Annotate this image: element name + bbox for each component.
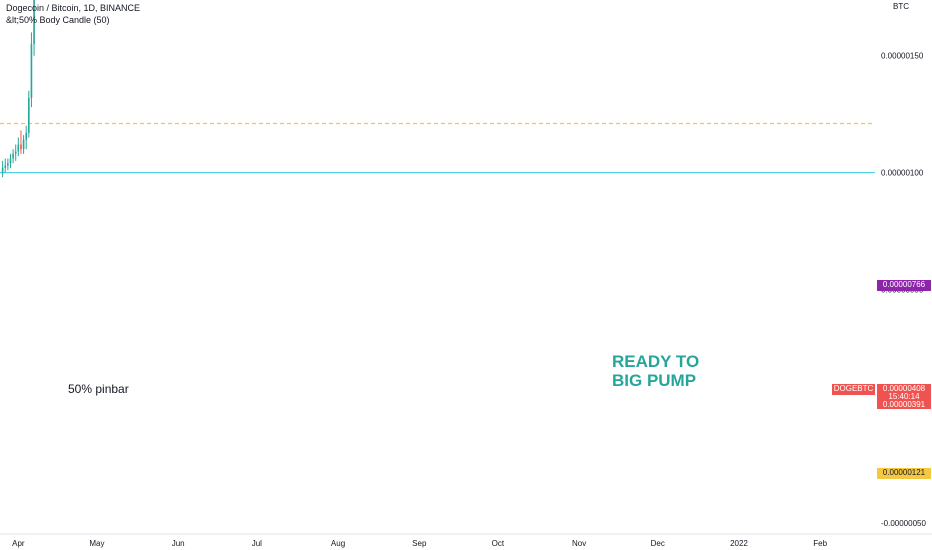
callout-line-1: READY TO [612, 352, 700, 371]
purple-level-tag: 0.00000766 [877, 280, 931, 291]
candle-body [17, 144, 20, 152]
candle-body [33, 0, 35, 45]
time-tick: Aug [331, 539, 345, 548]
last-price: 0.00000408 [882, 384, 926, 393]
candle-body [14, 151, 17, 154]
symbol-tag: DOGEBTC [832, 384, 875, 395]
price-axis-bg [876, 0, 932, 534]
time-axis: Apr May Jun Jul Aug Sep Oct Nov Dec 2022 Feb [12, 539, 828, 548]
yellow-level-tag: 0.00000121 [877, 468, 931, 479]
time-tick: Jul [252, 539, 262, 548]
candle-body [25, 132, 28, 140]
time-tick: Dec [651, 539, 665, 548]
bar-countdown: 15:40:14 [888, 392, 920, 401]
time-tick: May [89, 539, 104, 548]
candlesticks [1, 0, 35, 178]
time-tick: Sep [412, 539, 427, 548]
time-tick: Jun [172, 539, 185, 548]
time-tick: Oct [492, 539, 505, 548]
time-tick: 2022 [730, 539, 748, 548]
currency-label: BTC [893, 2, 909, 11]
candle-body [12, 153, 14, 159]
callout-line-2: BIG PUMP [612, 371, 697, 390]
indicator-label: &lt;50% Body Candle (50) [6, 15, 110, 25]
candle-body [1, 167, 4, 173]
candle-body [22, 139, 25, 150]
time-tick: Apr [12, 539, 25, 548]
candle-body [4, 165, 7, 168]
time-tick: Nov [572, 539, 586, 548]
pinbar-annotation: 50% pinbar [68, 382, 129, 396]
price-levels [0, 122, 875, 174]
price-tag: 0.00000408 15:40:14 0.00000391 [877, 384, 931, 409]
price-tick: 0.00000150 [881, 52, 924, 61]
callout-text: READY TO BIG PUMP [612, 352, 699, 390]
candle-body [28, 97, 30, 133]
candle-body [9, 158, 12, 164]
price-tick: -0.00000050 [881, 519, 926, 528]
low-price: 0.00000391 [882, 400, 926, 409]
candle-body [30, 44, 33, 98]
chart-title: Dogecoin / Bitcoin, 1D, BINANCE [6, 3, 141, 13]
candle-body [20, 144, 22, 150]
price-tick: 0.00000100 [881, 169, 924, 178]
time-tick: Feb [813, 539, 827, 548]
candle-body [7, 163, 9, 166]
